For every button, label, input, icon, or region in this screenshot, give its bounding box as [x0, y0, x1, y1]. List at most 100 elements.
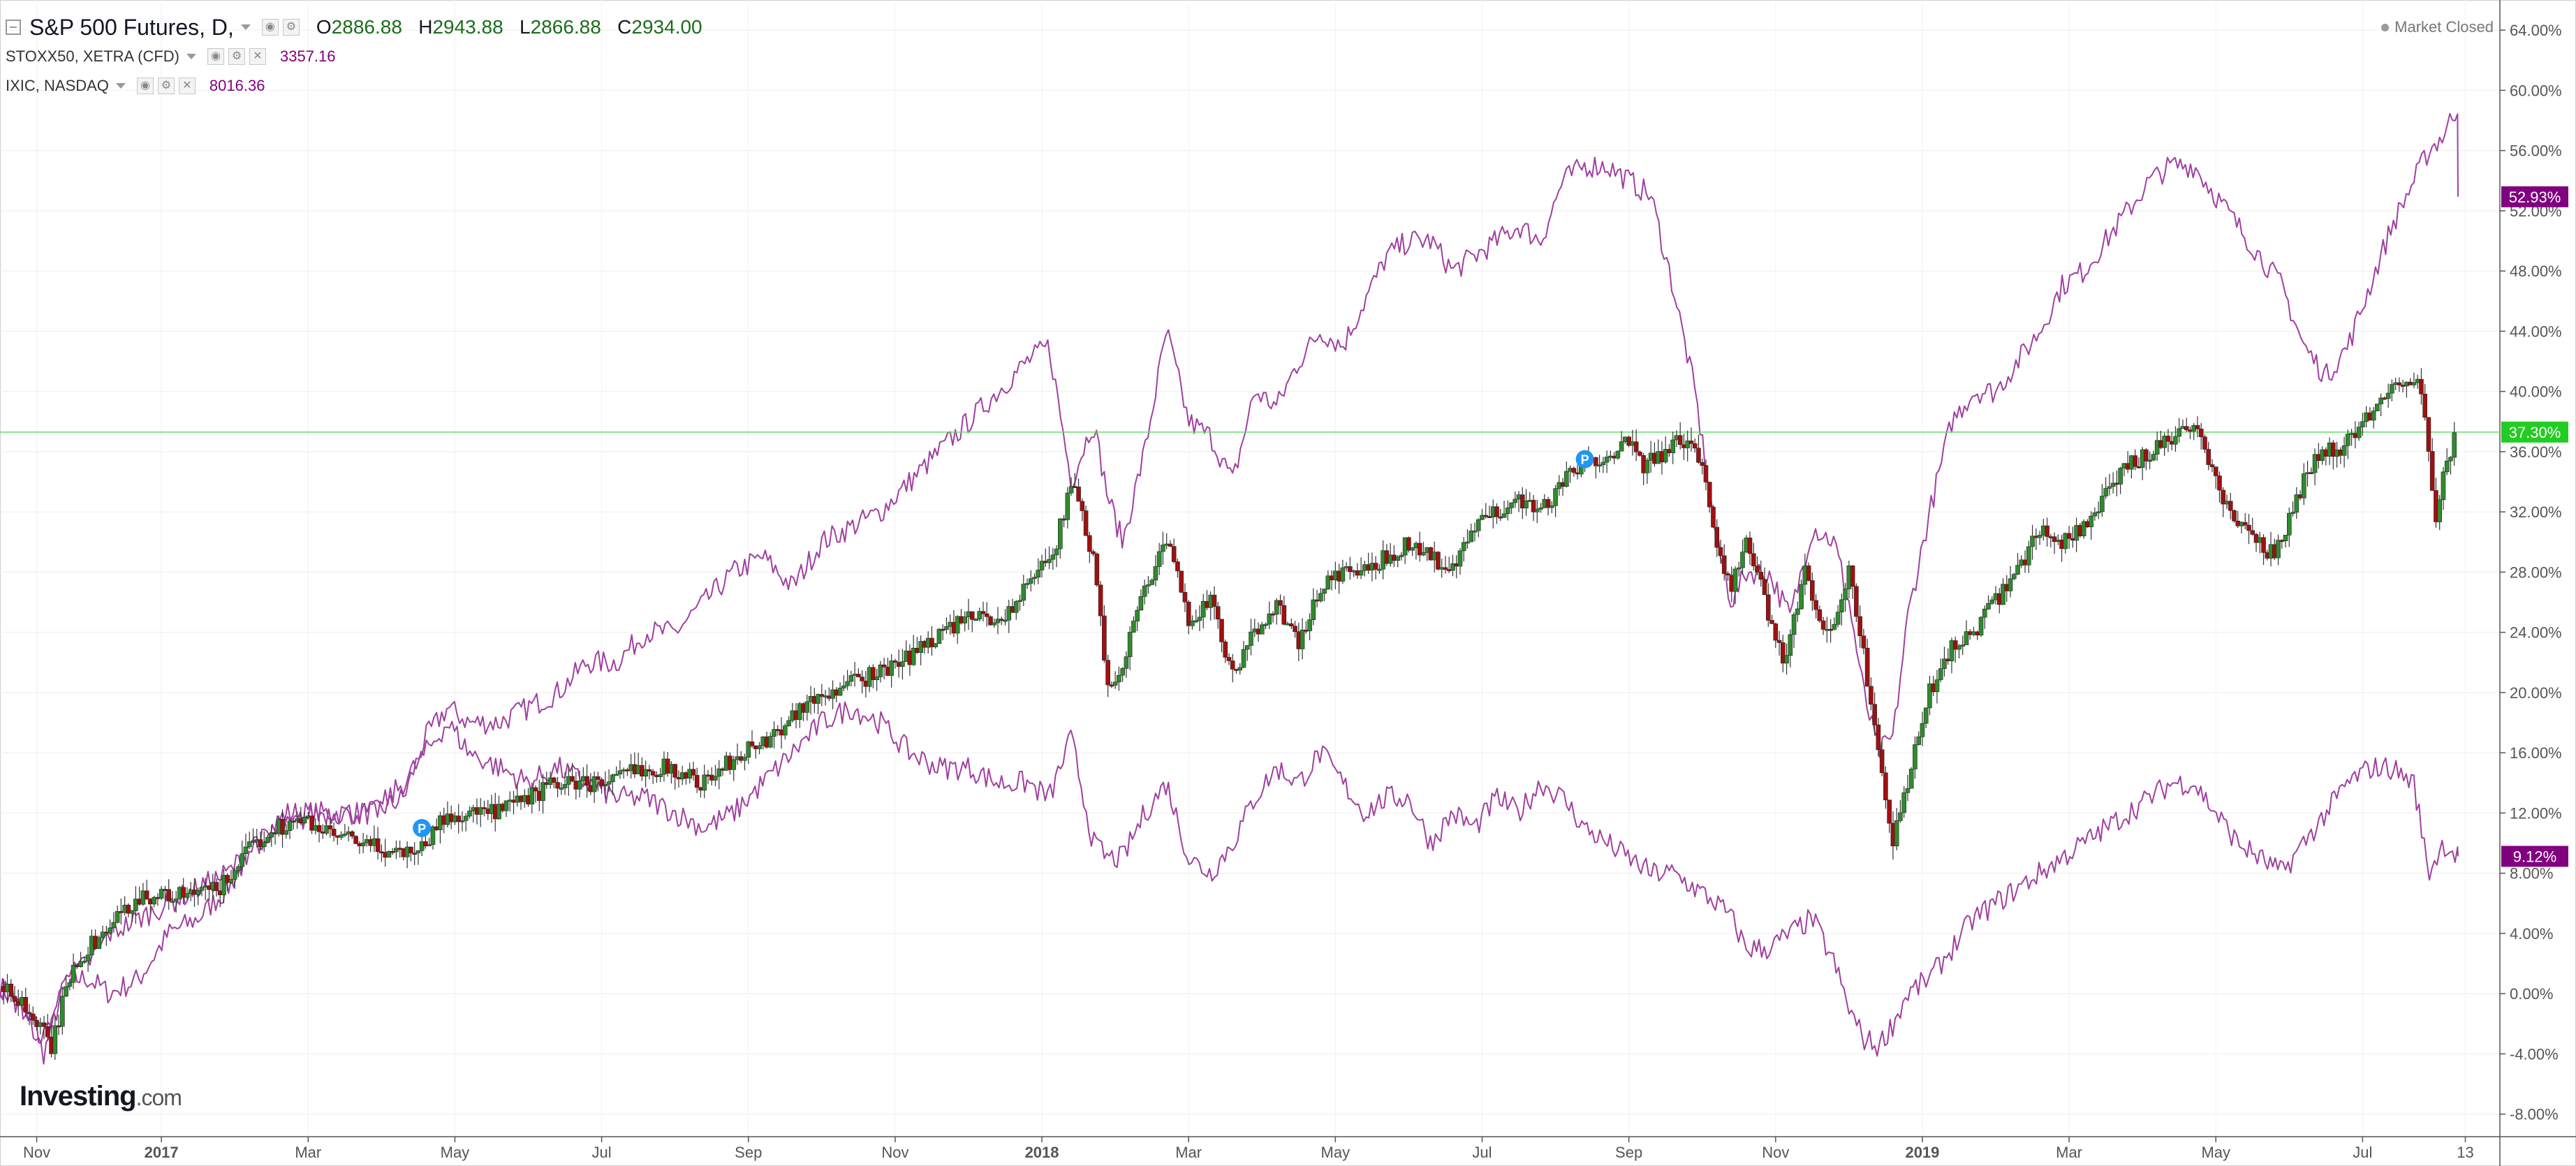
gear-icon[interactable]: ⚙ — [157, 78, 175, 94]
chevron-down-icon[interactable] — [240, 24, 251, 30]
candle-body — [1161, 545, 1165, 552]
candle-body — [2411, 382, 2417, 385]
candle — [1758, 560, 1764, 587]
candle — [617, 760, 623, 779]
candle — [290, 818, 296, 830]
candle-body — [412, 853, 417, 855]
candle — [1869, 677, 1874, 711]
candle — [1538, 503, 1543, 513]
candle — [232, 867, 237, 890]
candle — [533, 785, 538, 803]
candle — [152, 895, 156, 908]
candle-body — [1828, 628, 1833, 631]
eye-icon[interactable]: ◉ — [207, 48, 224, 65]
candle-body — [1036, 570, 1041, 577]
chevron-down-icon[interactable] — [115, 83, 126, 89]
candle — [2356, 421, 2362, 441]
candle-body — [2452, 432, 2457, 458]
candle — [1894, 808, 1899, 850]
candle-body — [2045, 525, 2049, 537]
candle-body — [1864, 647, 1870, 687]
candle-body — [757, 745, 762, 749]
candle-body — [767, 736, 773, 748]
candle — [1960, 635, 1966, 656]
candle — [2426, 417, 2431, 462]
candle-body — [1696, 448, 1701, 463]
candle — [23, 987, 29, 1017]
candle — [1700, 458, 1705, 475]
candle — [1149, 578, 1154, 586]
candle — [1765, 583, 1771, 627]
candle-body — [1436, 552, 1441, 570]
gear-icon[interactable]: ⚙ — [282, 19, 300, 36]
candle-body — [1550, 505, 1554, 508]
candle — [478, 798, 483, 827]
x-tick-label: Mar — [1175, 1144, 1202, 1161]
candle — [1692, 438, 1698, 453]
candle-body — [71, 964, 76, 983]
candle-body — [1142, 585, 1147, 597]
y-tick-label: 0.00% — [2510, 985, 2553, 1003]
candle-body — [170, 901, 175, 903]
candle-body — [184, 893, 190, 898]
chevron-down-icon[interactable] — [186, 54, 196, 59]
candle-body — [1913, 744, 1918, 769]
candle-body — [1300, 629, 1305, 649]
event-marker-label: P — [1581, 453, 1589, 467]
candle — [570, 762, 575, 783]
candle — [731, 755, 737, 781]
candle — [2276, 534, 2281, 566]
candle-body — [1003, 619, 1008, 622]
candle — [1813, 593, 1818, 619]
candle — [2026, 540, 2031, 573]
compare-series-label[interactable]: STOXX50, XETRA (CFD) — [6, 47, 179, 65]
candle — [1161, 531, 1165, 565]
candle — [1244, 645, 1250, 661]
candle — [962, 611, 968, 632]
candle-body — [287, 820, 293, 832]
candle-body — [782, 725, 788, 736]
candle-body — [643, 769, 648, 777]
collapse-legend-icon[interactable] — [6, 20, 21, 35]
candle — [251, 828, 256, 844]
candle-body — [1908, 769, 1914, 789]
high-value: 2943.88 — [432, 16, 503, 38]
candle — [1934, 670, 1940, 704]
candle-body — [1670, 439, 1675, 453]
compare-series-label[interactable]: IXIC, NASDAQ — [6, 77, 109, 94]
last-value-badge: 9.12% — [2501, 846, 2568, 867]
main-series-title[interactable]: S&P 500 Futures, D, — [29, 14, 234, 40]
y-tick-label: 36.00% — [2510, 443, 2562, 461]
candle — [1494, 503, 1499, 524]
candle-body — [1230, 661, 1235, 670]
candle-body — [1212, 594, 1217, 607]
candle — [1461, 537, 1466, 562]
close-icon[interactable]: ✕ — [178, 78, 196, 94]
candle-body — [2052, 536, 2057, 543]
candle-body — [1927, 684, 1932, 709]
eye-icon[interactable]: ◉ — [136, 78, 154, 94]
low-value: 2866.88 — [530, 16, 601, 38]
candle — [2444, 448, 2450, 475]
gear-icon[interactable]: ⚙ — [228, 48, 245, 65]
candle — [650, 769, 656, 784]
candle — [878, 661, 883, 683]
candle-body — [482, 807, 487, 809]
candle — [2162, 432, 2167, 456]
candle — [1395, 555, 1400, 568]
candle — [1810, 573, 1815, 611]
x-tick-label: Jul — [1472, 1144, 1492, 1161]
candle — [1094, 552, 1100, 587]
candle — [555, 776, 560, 798]
candle-body — [856, 674, 861, 677]
close-icon[interactable]: ✕ — [249, 48, 266, 65]
candle — [1908, 767, 1914, 789]
candle — [1080, 498, 1085, 522]
y-tick-label: 4.00% — [2510, 925, 2553, 943]
candle-body — [2250, 530, 2255, 535]
candle — [614, 766, 619, 776]
eye-icon[interactable]: ◉ — [261, 19, 279, 36]
candle-body — [1417, 543, 1422, 556]
